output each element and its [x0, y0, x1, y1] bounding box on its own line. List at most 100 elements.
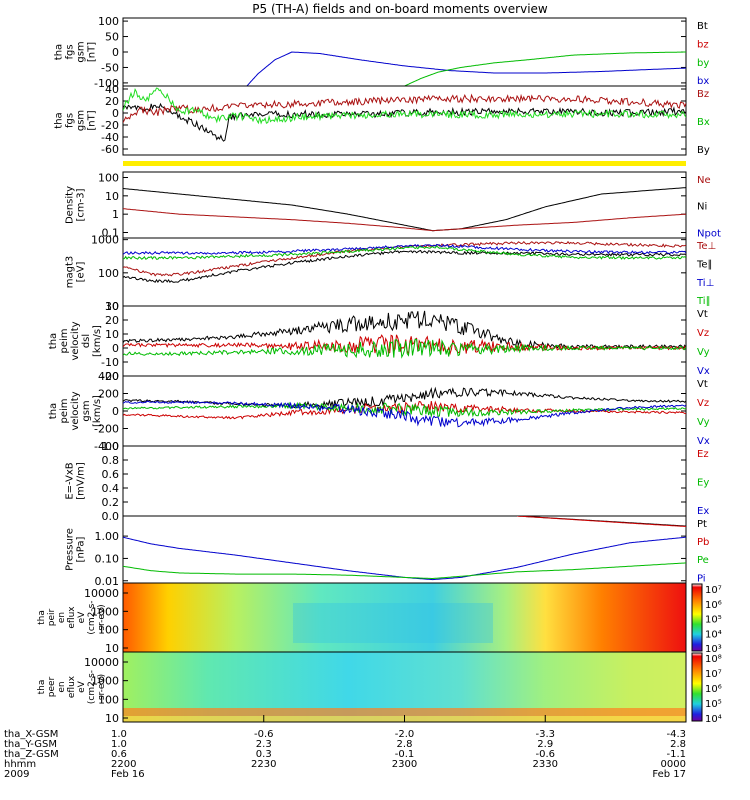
legend-label: Npot	[697, 228, 721, 239]
colorbar-tick-label: 10⁷	[705, 585, 722, 596]
y-axis-label: [nT]	[87, 110, 98, 130]
y-tick-label: -40	[101, 131, 119, 144]
y-axis-label: [km/s]	[92, 325, 103, 357]
panel-frame	[122, 305, 687, 377]
bottom-row-label: tha_Y-GSM	[4, 739, 57, 750]
series-line	[123, 93, 686, 123]
y-tick-label: 30	[105, 300, 119, 313]
bottom-axis-value: 1.0	[111, 739, 127, 750]
y-axis-label: gsm	[81, 400, 92, 421]
series-line	[123, 245, 686, 260]
legend-label: bx	[697, 76, 709, 87]
bottom-axis-value: 2230	[251, 759, 276, 770]
bottom-axis-value: -4.3	[666, 729, 686, 740]
legend-label: Pe	[697, 555, 709, 566]
y-tick-label: -200	[94, 423, 119, 436]
y-tick-label: 1	[112, 208, 119, 221]
y-tick-label: -100	[94, 77, 119, 90]
legend-label: Bx	[697, 117, 710, 128]
y-axis-label: [nT]	[87, 42, 98, 62]
bottom-axis-value: 1.0	[111, 729, 127, 740]
bottom-axis-value: 2.9	[537, 739, 553, 750]
y-tick-label: 0.01	[95, 575, 120, 588]
legend-label: Vy	[697, 347, 710, 358]
y-tick-label: 0	[112, 46, 119, 59]
panel-4: 1000 100 10 magt3 [eV] Te⊥ Te∥ Ti⊥ Ti∥	[65, 234, 717, 313]
bottom-axis-value: 0.6	[111, 749, 127, 760]
y-axis-label: magt3	[65, 256, 76, 289]
series-line	[517, 516, 686, 527]
legend-label: Ti⊥	[696, 278, 714, 289]
bottom-axis-value: -3.3	[535, 729, 555, 740]
y-axis-label: tha	[48, 403, 59, 419]
legend-label: Vx	[697, 366, 710, 377]
y-axis-label: gsm	[76, 41, 87, 62]
legend-label: Te∥	[696, 259, 713, 270]
bottom-axis-value: 0.3	[256, 749, 272, 760]
bottom-axis-value: -0.1	[395, 749, 415, 760]
y-tick-label: 10000	[84, 656, 119, 669]
y-tick-label: 10	[105, 190, 119, 203]
y-axis-label: dsl	[81, 334, 92, 348]
y-tick-label: 0.1	[102, 227, 120, 240]
y-tick-label: 20	[105, 314, 119, 327]
y-tick-label: 1.00	[95, 530, 120, 543]
bottom-axis-value: 2.8	[670, 739, 686, 750]
y-axis-label: sr-eV)	[97, 674, 107, 700]
legend-label: Vz	[697, 398, 709, 409]
bottom-axis-value: 2200	[111, 759, 136, 770]
bottom-row-label: tha_X-GSM	[4, 729, 58, 740]
y-tick-label: 1000	[91, 234, 119, 247]
y-tick-label: 50	[105, 31, 119, 44]
legend-label: Ti∥	[696, 296, 711, 307]
series-line	[123, 400, 686, 428]
series-line	[123, 208, 686, 232]
colorbar	[691, 652, 703, 722]
y-tick-label: -50	[101, 61, 119, 74]
y-axis-label: en	[57, 612, 67, 623]
y-axis-label: [mV/m]	[76, 462, 87, 500]
spectrogram-band	[123, 708, 686, 716]
series-line	[123, 187, 686, 232]
legend-label: Bt	[697, 21, 708, 32]
colorbar-tick-label: 10⁸	[705, 654, 722, 665]
y-tick-label: 10	[105, 642, 119, 655]
colorbar-tick-label: 10⁵	[705, 699, 722, 710]
panel-frame	[122, 515, 687, 584]
y-axis-label: Pressure	[65, 528, 76, 571]
panel-7: 1.00.80.60.40.20.0 E=-VxB [mV/m] Ez Ey Ex	[65, 440, 710, 523]
y-axis-label: peer	[47, 676, 57, 697]
bottom-row-label: hhmm	[4, 759, 36, 770]
legend-label: Vz	[697, 328, 709, 339]
series-line	[404, 51, 686, 86]
colorbar-tick-label: 10⁴	[705, 714, 722, 725]
legend-label: Ex	[697, 506, 709, 517]
panel-1: 100 50 0 -50 -100 tha fgs gsm [nT] Bt bz by bx	[54, 15, 710, 90]
legend-label: Ez	[697, 449, 709, 460]
y-axis-label: eflux	[67, 675, 77, 698]
y-tick-label: 100	[98, 624, 119, 637]
panel-8: 1.00 0.10 0.01 Pressure [nPa] Pt Pb Pe Pi	[65, 515, 709, 588]
spectrogram-image	[123, 583, 686, 652]
bottom-axis-value: 2330	[533, 759, 558, 770]
y-axis-label: fgs	[65, 113, 76, 128]
legend-label: By	[697, 145, 710, 156]
y-tick-label: 200	[98, 388, 119, 401]
legend-label: by	[697, 58, 709, 69]
y-axis-label: tha	[37, 680, 47, 695]
bottom-axis-value: 2.8	[397, 739, 413, 750]
y-tick-label: 40	[105, 83, 119, 96]
y-axis-label: tha	[54, 44, 65, 60]
bottom-axis-value: Feb 16	[111, 769, 145, 780]
legend-label: Ni	[697, 202, 707, 213]
y-tick-label: -20	[101, 119, 119, 132]
series-line	[123, 386, 686, 410]
y-tick-label: 1000	[91, 675, 119, 688]
spectrogram-1: 10000 1000 100 10 tha peir en eflux eV (cm2-s-sr-…	[37, 582, 722, 655]
y-axis-label: en	[57, 681, 67, 692]
panel-6: 400 200 0 -200 -400 tha peim velocity gsm [km/s] V…	[48, 370, 710, 453]
y-tick-label: 10	[105, 300, 119, 313]
legend-label: Pi	[697, 573, 706, 584]
